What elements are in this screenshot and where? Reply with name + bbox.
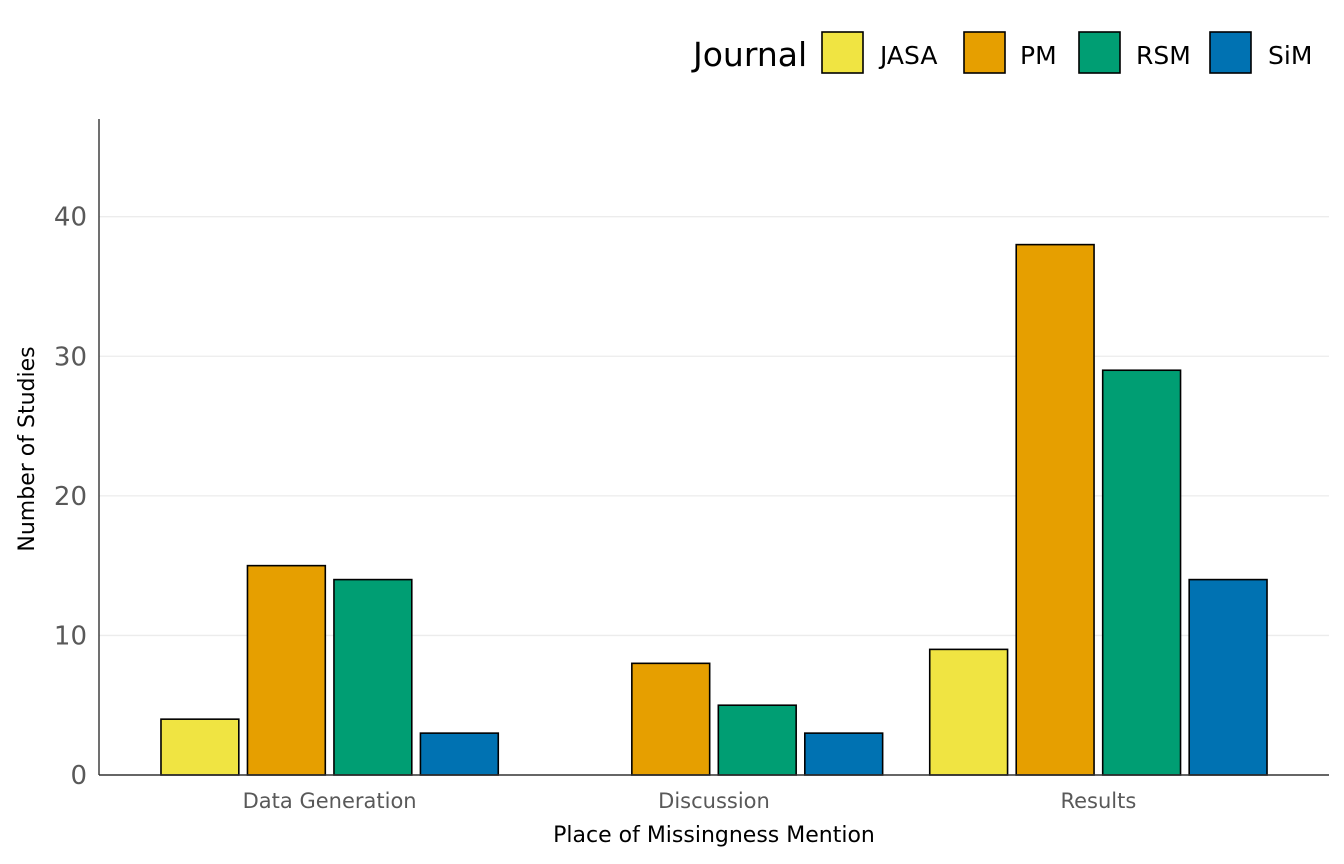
legend-label-rsm: RSM	[1136, 41, 1191, 70]
bar-sim-discussion	[804, 732, 884, 776]
legend: Journal JASA PM RSM SiM	[691, 31, 1312, 74]
bar-pm-discussion	[631, 662, 711, 776]
bar-jasa-data-generation	[160, 718, 240, 776]
x-tick-label-discussion: Discussion	[658, 789, 770, 813]
bar-sim-data-generation	[419, 732, 500, 776]
x-tick-label-results: Results	[1060, 789, 1136, 813]
y-tick-labels: 0 10 20 30 40	[54, 203, 87, 791]
legend-key-rsm	[1078, 31, 1121, 74]
legend-label-jasa: JASA	[878, 41, 937, 70]
bar-rsm-discussion	[717, 704, 797, 776]
legend-key-sim	[1209, 31, 1252, 74]
y-tick-label-10: 10	[54, 621, 87, 651]
bar-jasa-results	[928, 648, 1009, 776]
x-tick-labels: Data Generation Discussion Results	[243, 789, 1137, 813]
y-axis-title: Number of Studies	[15, 346, 40, 551]
legend-label-pm: PM	[1020, 41, 1057, 70]
bar-sim-results	[1188, 578, 1268, 776]
y-tick-label-40: 40	[54, 203, 87, 233]
bar-rsm-data-generation	[333, 578, 413, 776]
bars-layer	[160, 243, 1268, 776]
y-tick-label-30: 30	[54, 342, 87, 372]
x-tick-label-data-generation: Data Generation	[243, 789, 417, 813]
legend-title: Journal	[691, 35, 807, 74]
y-tick-label-0: 0	[70, 761, 87, 791]
legend-key-pm	[963, 31, 1006, 74]
bar-pm-results	[1015, 243, 1095, 776]
legend-key-jasa	[821, 31, 864, 74]
x-axis-title: Place of Missingness Mention	[553, 823, 875, 848]
axes-layer	[98, 119, 1329, 776]
bar-pm-data-generation	[246, 564, 327, 776]
legend-label-sim: SiM	[1268, 41, 1312, 70]
y-tick-label-20: 20	[54, 482, 87, 512]
bar-rsm-results	[1101, 369, 1182, 776]
